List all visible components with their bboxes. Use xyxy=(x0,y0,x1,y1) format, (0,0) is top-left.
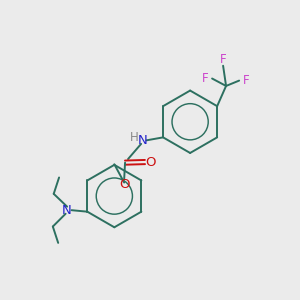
Text: F: F xyxy=(243,74,249,87)
Text: F: F xyxy=(202,72,208,85)
Text: N: N xyxy=(138,134,148,147)
Text: H: H xyxy=(130,131,139,145)
Text: O: O xyxy=(119,178,129,190)
Text: O: O xyxy=(145,155,156,169)
Text: F: F xyxy=(220,53,226,66)
Text: N: N xyxy=(62,204,72,217)
